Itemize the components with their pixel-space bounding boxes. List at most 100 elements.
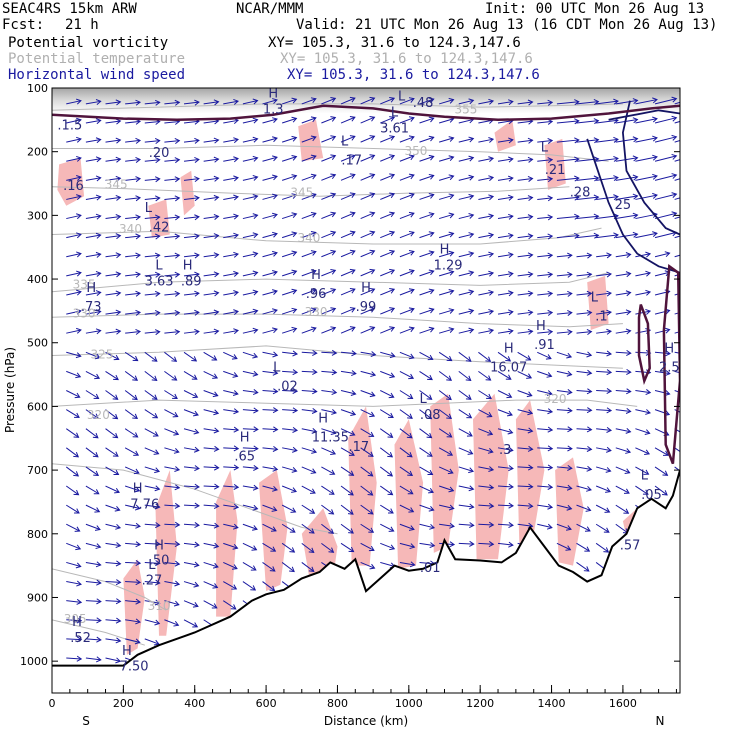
wind-vector-head	[194, 252, 200, 259]
wind-vector	[654, 174, 677, 181]
wind-vector	[517, 177, 533, 181]
wind-vector-head	[252, 251, 259, 258]
wind-vector-head	[213, 445, 220, 452]
wind-vector	[517, 447, 533, 450]
hl-label: .05	[641, 488, 662, 503]
wind-vector	[340, 447, 355, 456]
wind-vector-head	[272, 174, 278, 181]
wind-vector	[301, 466, 316, 474]
wind-vector-head	[115, 271, 122, 278]
wind-vector	[497, 428, 513, 434]
wind-vector	[556, 485, 572, 489]
wind-vector-head	[408, 154, 415, 161]
wind-vector-head	[173, 620, 180, 627]
wind-vector-head	[606, 350, 613, 357]
wind-vector	[105, 177, 121, 181]
wind-vector-head	[606, 388, 613, 395]
wind-vector	[458, 485, 474, 490]
wind-vector	[281, 98, 297, 105]
wind-vector	[242, 409, 258, 412]
wind-vector-head	[76, 617, 83, 624]
wind-vector-head	[408, 307, 415, 313]
wind-vector	[321, 466, 335, 475]
wind-vector-head	[272, 193, 278, 200]
wind-vector-head	[527, 290, 534, 297]
wind-vector	[164, 504, 180, 507]
wind-vector	[360, 116, 375, 124]
wind-vector	[360, 370, 376, 376]
wind-vector-head	[76, 117, 82, 124]
wind-vector-head	[132, 355, 139, 362]
wind-vector-head	[468, 308, 475, 315]
wind-vector	[105, 120, 121, 124]
wind-vector-head	[671, 134, 678, 141]
wind-vector-head	[155, 522, 161, 529]
wind-vector	[399, 212, 415, 220]
wind-vector	[478, 523, 494, 526]
wind-vector-head	[574, 137, 580, 144]
wind-vector-head	[349, 450, 355, 456]
wind-vector-head	[586, 388, 593, 395]
wind-vector	[615, 351, 631, 354]
wind-vector-head	[691, 173, 696, 178]
wind-vector-head	[566, 352, 573, 359]
wind-vector-head	[446, 432, 453, 438]
wind-vector-head	[174, 309, 181, 316]
wind-vector	[125, 619, 141, 623]
wind-vector	[282, 447, 297, 452]
wind-vector	[635, 156, 658, 162]
wind-vector	[399, 270, 415, 277]
wind-vector	[183, 351, 197, 362]
wind-vector	[262, 485, 278, 491]
wind-vector	[537, 216, 553, 220]
wind-vector	[301, 504, 315, 514]
wind-vector-head	[233, 483, 240, 490]
wind-vector-head	[350, 410, 357, 417]
wind-vector	[654, 155, 677, 162]
wind-vector-head	[174, 233, 181, 240]
wind-vector-head	[606, 426, 613, 433]
wind-vector-head	[271, 506, 278, 512]
wind-vector-head	[192, 622, 199, 628]
wind-vector-head	[389, 352, 396, 359]
wind-vector	[242, 100, 258, 105]
wind-vector	[458, 504, 474, 508]
wind-vector	[223, 581, 237, 590]
wind-vector	[242, 351, 258, 358]
wind-vector	[439, 252, 454, 258]
wind-vector-head	[351, 350, 357, 357]
wind-vector	[223, 351, 238, 360]
wind-vector	[537, 311, 553, 315]
wind-vector	[242, 485, 258, 489]
wind-vector	[419, 485, 434, 493]
wind-vector	[537, 273, 553, 277]
wind-vector	[242, 272, 258, 277]
wind-vector-head	[684, 372, 689, 377]
wind-vector	[517, 254, 533, 258]
wind-vector	[419, 213, 434, 220]
wind-vector-head	[193, 446, 200, 453]
hl-label: .01	[420, 561, 441, 576]
wind-vector	[183, 581, 199, 587]
wind-vector	[164, 409, 178, 417]
wind-vector	[340, 307, 356, 315]
wind-vector	[144, 409, 158, 419]
wind-vector-head	[252, 213, 259, 220]
wind-vector-head	[155, 560, 161, 567]
wind-vector-head	[642, 489, 649, 495]
wind-vector	[654, 271, 670, 277]
wind-vector-head	[567, 464, 573, 471]
wind-vector	[262, 447, 278, 450]
wind-vector	[105, 466, 119, 475]
wind-vector	[66, 390, 80, 398]
wind-vector	[674, 331, 680, 334]
wind-vector-head	[192, 392, 199, 399]
wind-vector	[635, 175, 658, 181]
wind-vector	[144, 121, 160, 124]
wind-vector-head	[644, 429, 651, 435]
wind-vector	[164, 581, 180, 585]
wind-vector-head	[312, 368, 318, 375]
wind-vector-head	[370, 371, 377, 378]
wind-vector-head	[448, 97, 455, 104]
wind-vector	[301, 270, 317, 277]
